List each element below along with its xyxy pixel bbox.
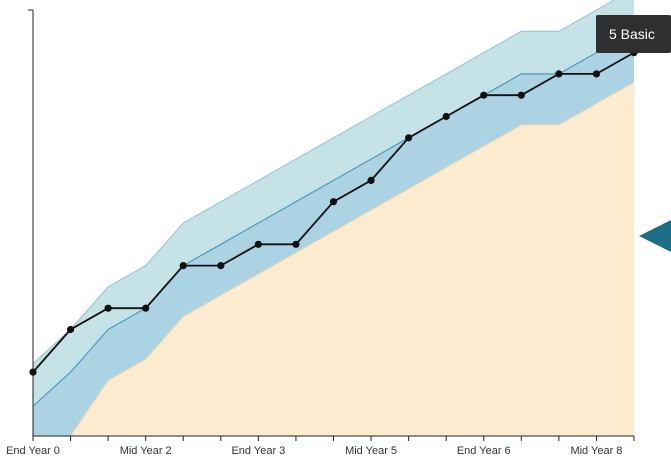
actual-point — [555, 70, 563, 78]
actual-point — [442, 112, 450, 121]
outer-band — [33, 0, 634, 407]
actual-point — [66, 325, 75, 334]
actual-point — [217, 262, 225, 270]
expand-arrow-icon[interactable] — [639, 220, 671, 252]
x-tick-label: Mid Year 5 — [345, 445, 397, 457]
x-tick-label: Mid Year 8 — [570, 445, 622, 457]
actual-point — [480, 91, 488, 99]
x-tick-label: Mid Year 2 — [120, 445, 172, 457]
actual-point — [367, 176, 375, 184]
inner-band — [33, 31, 634, 437]
tooltip: 5 Basic — [596, 15, 671, 53]
actual-point — [405, 134, 413, 142]
actual-point — [592, 70, 601, 78]
actual-point — [179, 262, 187, 270]
x-tick-label: End Year 6 — [457, 445, 511, 457]
lower-area-edge — [33, 81, 635, 437]
x-tick-label: End Year 0 — [6, 445, 60, 457]
actual-point — [142, 304, 150, 312]
actual-point — [29, 368, 37, 376]
actual-point — [329, 198, 338, 206]
lower-area — [33, 82, 634, 437]
x-axis-ticks: End Year 0 Mid Year 2 End Year 3 Mid Year 5… — [6, 436, 635, 457]
actual-point — [254, 240, 262, 248]
x-tick-label: End Year 3 — [231, 445, 285, 457]
actual-point — [292, 240, 300, 248]
actual-point — [104, 304, 112, 312]
actual-point — [517, 91, 525, 99]
outer-band-edge — [32, 0, 616, 364]
chart-areas — [32, 0, 635, 437]
tooltip-label: 5 Basic — [609, 26, 655, 42]
inner-band-edge — [32, 30, 635, 407]
actual-line-layer — [29, 49, 638, 376]
